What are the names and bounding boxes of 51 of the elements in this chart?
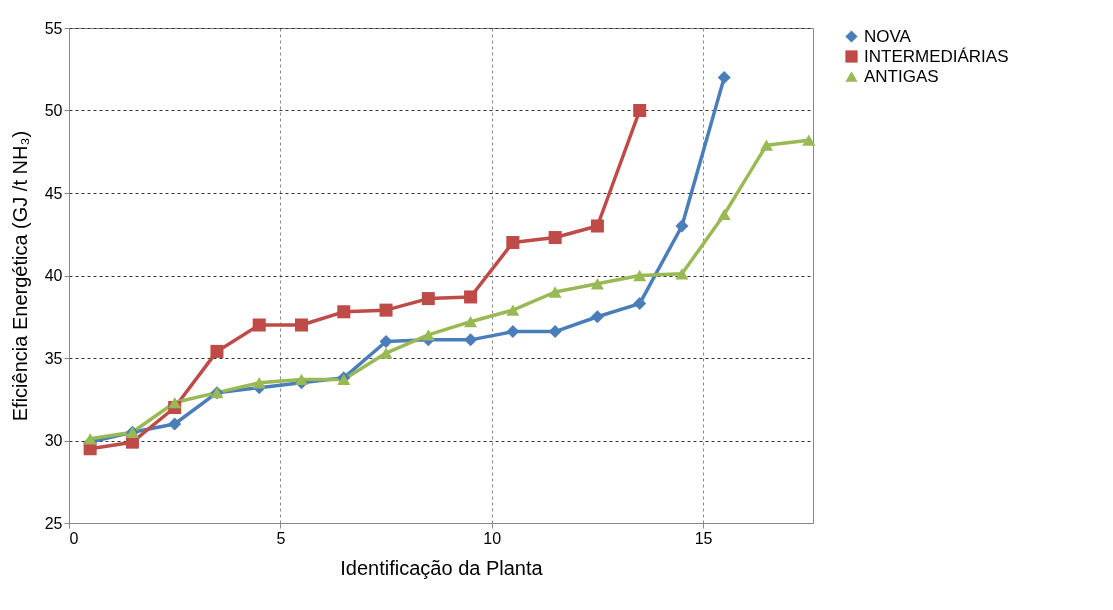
x-tick-label: 10 bbox=[483, 529, 502, 547]
x-axis-title: Identificação da Planta bbox=[340, 556, 544, 579]
point bbox=[294, 373, 309, 386]
x-tick-label: 15 bbox=[694, 529, 713, 547]
y-tick-label: 35 bbox=[44, 349, 63, 367]
point bbox=[590, 310, 604, 324]
point bbox=[802, 134, 816, 146]
point bbox=[210, 344, 224, 358]
point bbox=[590, 219, 604, 233]
point bbox=[464, 316, 478, 328]
y-tick-label: 25 bbox=[44, 514, 63, 532]
y-tick-label: 50 bbox=[44, 102, 63, 119]
x-tick-label: 0 bbox=[69, 529, 79, 547]
point bbox=[759, 139, 774, 151]
point bbox=[421, 292, 435, 306]
point bbox=[633, 297, 647, 311]
point bbox=[379, 347, 393, 359]
legend-label: INTERMEDIÁRIAS bbox=[864, 46, 1009, 66]
point bbox=[252, 377, 266, 389]
y-axis-title: Eficiência Energética (GJ /t NH₃) bbox=[8, 130, 31, 422]
point bbox=[337, 305, 351, 319]
point bbox=[717, 208, 731, 221]
point bbox=[506, 304, 520, 316]
point bbox=[633, 103, 647, 118]
y-tick-label: 45 bbox=[44, 184, 63, 202]
point bbox=[294, 318, 309, 332]
point bbox=[675, 268, 689, 280]
point bbox=[633, 269, 647, 282]
point bbox=[548, 231, 562, 245]
legend-label: NOVA bbox=[864, 26, 912, 46]
point bbox=[548, 286, 562, 298]
point bbox=[421, 329, 435, 341]
y-tick-label: 40 bbox=[44, 267, 63, 284]
point bbox=[464, 333, 478, 347]
y-tick-label: 30 bbox=[44, 432, 63, 449]
point bbox=[506, 235, 520, 250]
point bbox=[548, 325, 562, 339]
point bbox=[464, 290, 478, 304]
legend-label: ANTIGAS bbox=[864, 66, 939, 86]
point bbox=[675, 219, 689, 233]
x-tick-label: 5 bbox=[276, 529, 286, 547]
y-tick-label: 55 bbox=[44, 19, 63, 37]
point bbox=[590, 278, 604, 290]
point bbox=[717, 70, 731, 85]
point bbox=[379, 303, 393, 317]
point bbox=[168, 396, 182, 409]
point bbox=[379, 334, 393, 349]
point bbox=[83, 433, 97, 445]
point bbox=[506, 325, 520, 339]
point bbox=[168, 417, 182, 431]
point bbox=[252, 318, 266, 332]
